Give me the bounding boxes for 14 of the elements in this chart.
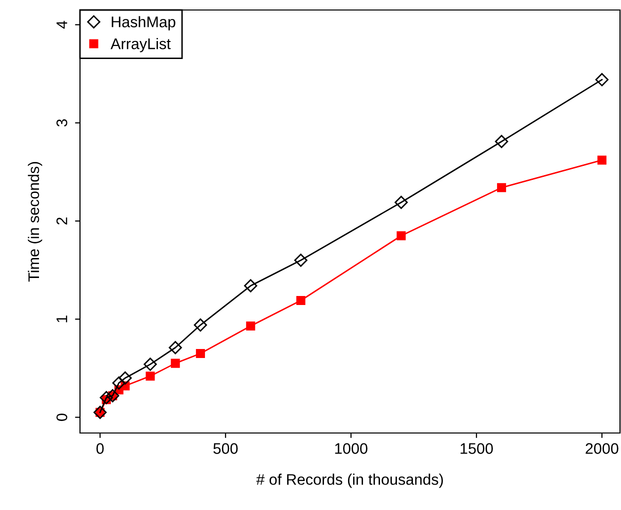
x-tick-label: 0 bbox=[96, 443, 104, 454]
y-axis-title: Time (in seconds) bbox=[28, 162, 42, 282]
x-tick-label: 2000 bbox=[586, 443, 618, 454]
y-tick-label: 2 bbox=[56, 218, 68, 224]
x-tick-label: 500 bbox=[213, 443, 238, 454]
x-axis-title: # of Records (in thousands) bbox=[256, 474, 443, 488]
x-tick-label: 1500 bbox=[460, 443, 493, 454]
legend-label: HashMap bbox=[112, 16, 176, 30]
y-tick-label: 1 bbox=[56, 316, 68, 322]
x-tick-label: 1000 bbox=[335, 443, 368, 454]
y-tick-label: 4 bbox=[56, 20, 68, 29]
legend-label: ArrayList bbox=[110, 38, 171, 52]
y-tick-label: 0 bbox=[56, 414, 68, 421]
y-tick-label: 3 bbox=[56, 119, 68, 127]
